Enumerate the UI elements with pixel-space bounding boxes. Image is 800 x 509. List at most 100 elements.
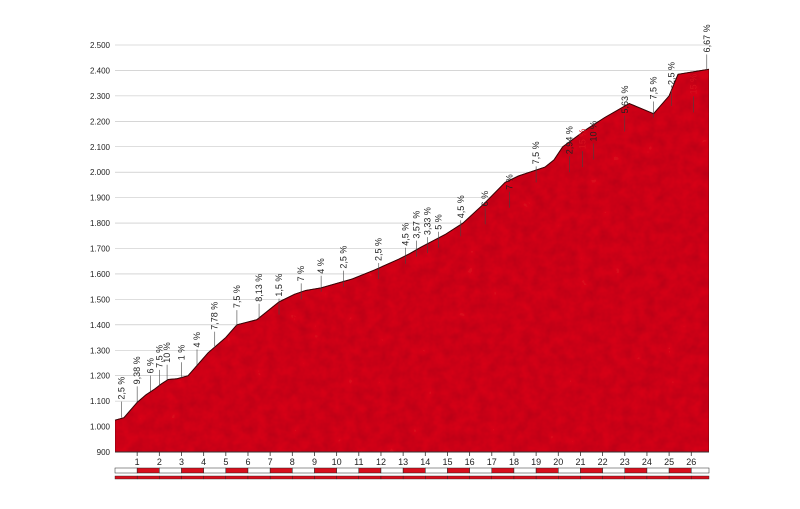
x-tick-label: 6 (245, 457, 250, 467)
km-band-segment (225, 467, 249, 474)
km-band-lower (292, 475, 315, 480)
km-band-lower (513, 475, 537, 480)
y-tick-label: 1.100 (90, 397, 111, 406)
y-tick-label: 2.300 (90, 92, 111, 101)
km-band-segment (181, 467, 204, 474)
gradient-label: 7,5 % (154, 345, 164, 368)
km-band-segment (580, 467, 603, 474)
gradient-label: -2,5 % (666, 62, 676, 88)
km-band-segment (668, 467, 692, 474)
y-tick-label: 2.200 (90, 117, 111, 126)
y-tick-label: 1.200 (90, 372, 111, 381)
km-band-lower (314, 475, 337, 480)
gradient-label: 15 % (578, 129, 588, 150)
km-band-lower (247, 475, 271, 480)
km-band-segment (602, 467, 626, 474)
km-band-lower (402, 475, 426, 480)
gradient-label: 7 % (296, 266, 306, 282)
gradient-label: 1,5 % (274, 274, 284, 297)
km-band-segment (425, 467, 448, 474)
gradient-label: 7 % (505, 174, 515, 190)
x-tick-label: 10 (332, 457, 342, 467)
gradient-label: 3,57 % (411, 211, 421, 239)
gradient-label: 7,5 % (531, 141, 541, 164)
km-band-lower (535, 475, 559, 480)
km-band-segment (203, 467, 227, 474)
gradient-label: 5 % (434, 214, 444, 230)
km-band-segment (402, 467, 426, 474)
x-tick-label: 12 (376, 457, 386, 467)
km-band-segment (558, 467, 581, 474)
km-band-segment (358, 467, 382, 474)
y-tick-label: 1.700 (90, 245, 111, 254)
km-band-lower (668, 475, 692, 480)
km-band-lower (159, 475, 182, 480)
x-tick-label: 3 (179, 457, 184, 467)
gradient-label: 2,5 % (374, 238, 384, 261)
gradient-label: 1 % (176, 345, 186, 361)
y-tick-label: 2.000 (90, 168, 111, 177)
x-tick-label: 14 (420, 457, 430, 467)
km-band-segment (691, 467, 710, 474)
km-band-segment (159, 467, 182, 474)
x-tick-label: 19 (531, 457, 541, 467)
y-tick-label: 1.300 (90, 346, 111, 355)
x-tick-label: 22 (598, 457, 608, 467)
gradient-label: 4 % (192, 332, 202, 348)
km-band-lower (136, 475, 160, 480)
gradient-label: 15 % (688, 74, 698, 95)
km-band-segment (136, 467, 160, 474)
x-tick-label: 21 (575, 457, 585, 467)
km-band-lower (203, 475, 227, 480)
gradient-label: 7,78 % (210, 302, 220, 330)
km-band-segment (336, 467, 360, 474)
gradient-label: 8,13 % (254, 274, 264, 302)
km-band-segment (314, 467, 337, 474)
x-tick-label: 24 (642, 457, 652, 467)
km-band-segment (247, 467, 271, 474)
x-tick-label: 23 (620, 457, 630, 467)
x-tick-label: 15 (442, 457, 452, 467)
km-band-lower (691, 475, 710, 480)
x-tick-label: 7 (268, 457, 273, 467)
x-tick-label: 17 (487, 457, 497, 467)
gradient-label: 7,5 % (649, 76, 659, 99)
elevation-area-shape (114, 68, 710, 453)
elevation-area (114, 68, 710, 453)
km-band-lower (114, 475, 138, 480)
km-band-lower (181, 475, 204, 480)
x-tick-label: 18 (509, 457, 519, 467)
km-band-lower (336, 475, 360, 480)
y-tick-label: 1.600 (90, 270, 111, 279)
elevation-outline (114, 68, 710, 421)
x-tick-label: 16 (465, 457, 475, 467)
gradient-label: 6 % (480, 191, 490, 207)
km-band-segment (646, 467, 670, 474)
x-tick-label: 8 (290, 457, 295, 467)
km-band-segment (380, 467, 404, 474)
km-band-lower (358, 475, 382, 480)
gradient-label: 2,94 % (564, 126, 574, 154)
gradient-label: 10 % (162, 342, 172, 363)
gradient-label: 9,38 % (132, 356, 142, 384)
y-tick-label: 2.400 (90, 66, 111, 75)
km-band-lower (225, 475, 249, 480)
gradient-label: 4 % (316, 258, 326, 274)
y-tick-label: 1.000 (90, 423, 111, 432)
gradient-labels: 2,5 %9,38 % 6 %7,5 %10 % 1 %4 %7,78 %7,5 %… (117, 24, 712, 418)
km-band-lower (624, 475, 648, 480)
y-tick-label: 1.500 (90, 295, 111, 304)
km-band-lower (447, 475, 470, 480)
y-tick-label: 2.500 (90, 41, 111, 50)
km-band-lower (646, 475, 670, 480)
gradient-label: 2,5 % (338, 246, 348, 269)
x-tick-label: 13 (398, 457, 408, 467)
x-tick-label: 4 (201, 457, 206, 467)
gradient-label: 3,33 % (423, 207, 433, 235)
gradient-label: 4,5 % (456, 195, 466, 218)
km-band-segment (447, 467, 470, 474)
x-tick-label: 11 (354, 457, 363, 467)
gradient-label: 5,63 % (620, 85, 630, 113)
km-band-lower (269, 475, 293, 480)
gradient-label: 10 % (589, 121, 599, 142)
